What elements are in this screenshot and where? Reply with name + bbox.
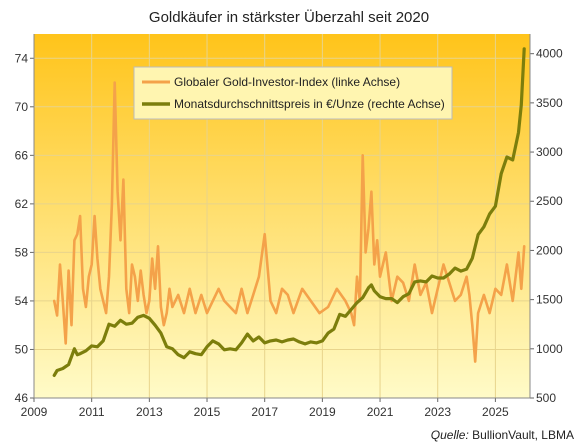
- y-right-tick-label: 1500: [536, 293, 563, 307]
- x-tick-label: 2009: [21, 405, 48, 419]
- series-lines: [52, 47, 526, 377]
- legend-label-price: Monatsdurchschnittspreis in €/Unze (rech…: [174, 97, 445, 111]
- x-tick-label: 2015: [194, 405, 221, 419]
- x-tick-label: 2017: [251, 405, 278, 419]
- y-right-tick-label: 2500: [536, 194, 563, 208]
- x-tick-label: 2013: [136, 405, 163, 419]
- y-left-tick-label: 50: [15, 342, 29, 356]
- chart-title: Goldkäufer in stärkster Überzahl seit 20…: [149, 8, 429, 26]
- y-right-tick-label: 3000: [536, 145, 563, 159]
- y-right-tick-label: 500: [536, 391, 556, 405]
- y-right-tick-label: 3500: [536, 96, 563, 110]
- y-left-tick-label: 66: [15, 148, 29, 162]
- source-label: Quelle:: [431, 428, 469, 442]
- y-right-tick-label: 4000: [536, 47, 563, 61]
- legend-label-index: Globaler Gold-Investor-Index (linke Achs…: [174, 75, 400, 89]
- legend: Globaler Gold-Investor-Index (linke Achs…: [133, 66, 453, 120]
- y-left-tick-label: 46: [15, 391, 29, 405]
- y-left-tick-label: 70: [15, 100, 29, 114]
- y-left-tick-label: 54: [15, 294, 29, 308]
- x-tick-label: 2023: [424, 405, 451, 419]
- source-note: Quelle: BullionVault, LBMA: [431, 428, 574, 442]
- y-left-tick-label: 74: [15, 51, 29, 65]
- y-left-tick-label: 58: [15, 245, 29, 259]
- x-tick-label: 2019: [309, 405, 336, 419]
- y-right-tick-label: 2000: [536, 243, 563, 257]
- x-tick-label: 2011: [79, 405, 105, 419]
- series-line-monthly-price: [52, 47, 526, 377]
- series-line-gold-investor-index: [52, 81, 526, 363]
- y-right-tick-label: 1000: [536, 342, 563, 356]
- axes: 46 50 54 58 62 66 70 74 500 1000 1500 2000 2500 3000 3…: [15, 34, 563, 419]
- x-tick-label: 2021: [367, 405, 394, 419]
- x-tick-label: 2025: [482, 405, 509, 419]
- source-value: BullionVault, LBMA: [472, 428, 574, 442]
- legend-box: [133, 66, 453, 120]
- y-left-tick-label: 62: [15, 197, 29, 211]
